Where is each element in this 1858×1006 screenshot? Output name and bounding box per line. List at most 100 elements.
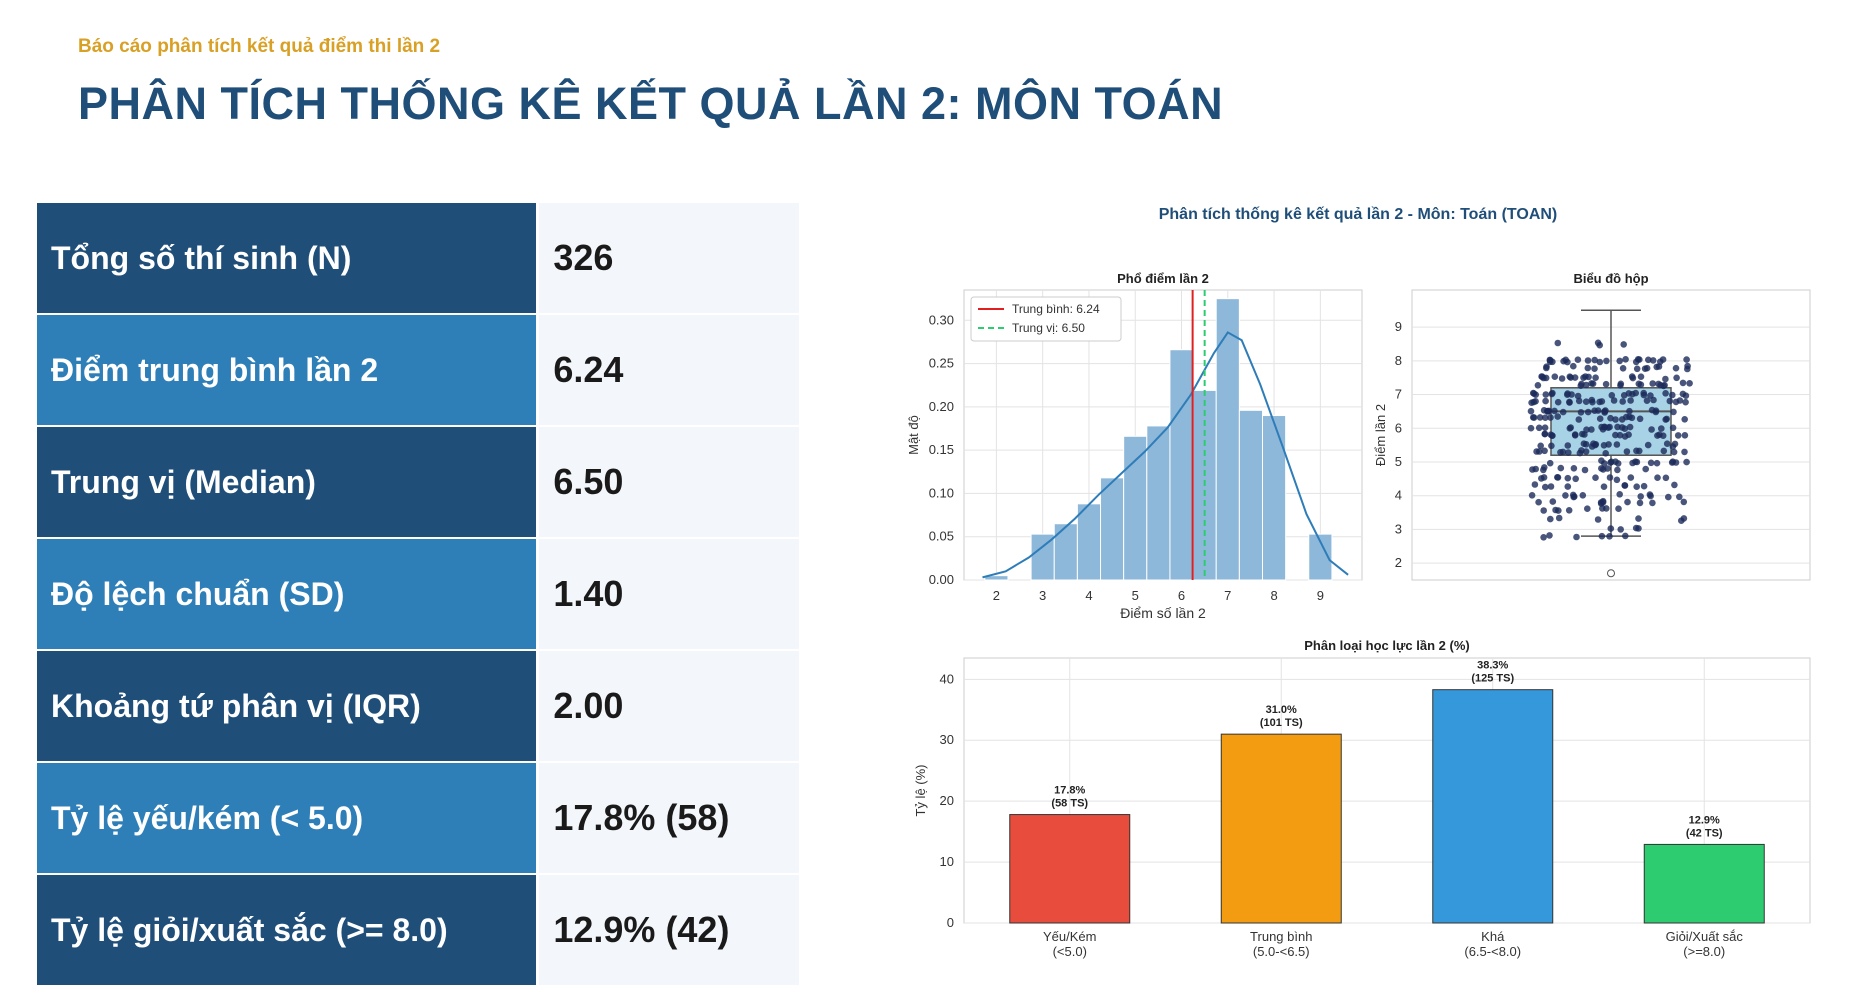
- score-point: [1653, 459, 1661, 467]
- y-tick-label: 0.00: [929, 572, 954, 587]
- score-point: [1665, 493, 1672, 501]
- x-tick-label: Khá: [1481, 929, 1505, 944]
- score-point: [1546, 459, 1554, 467]
- score-point: [1574, 392, 1582, 400]
- score-point: [1608, 458, 1615, 466]
- y-tick-label: 0.10: [929, 485, 954, 500]
- stat-label: Tổng số thí sinh (N): [37, 203, 537, 313]
- bar-value-label: 12.9%: [1689, 814, 1720, 826]
- category-y-label: Tỷ lệ (%): [913, 765, 928, 817]
- category-bar: [1643, 843, 1765, 924]
- score-point: [1615, 505, 1622, 512]
- score-point: [1636, 447, 1643, 455]
- score-point: [1602, 380, 1610, 388]
- score-point: [1622, 532, 1629, 540]
- score-point: [1610, 397, 1618, 404]
- score-point: [1575, 416, 1583, 423]
- stat-value: 12.9% (42): [539, 875, 799, 985]
- score-point: [1557, 464, 1565, 472]
- score-point: [1629, 374, 1637, 382]
- score-point: [1565, 449, 1572, 456]
- score-point: [1659, 356, 1667, 363]
- score-point: [1566, 425, 1574, 432]
- score-point: [1554, 474, 1561, 481]
- score-point: [1584, 364, 1592, 372]
- stat-row-sd: Độ lệch chuẩn (SD) 1.40: [37, 539, 799, 649]
- histogram-title: Phổ điểm lần 2: [1117, 271, 1209, 286]
- score-point: [1680, 498, 1688, 506]
- score-point: [1596, 358, 1604, 366]
- score-point: [1603, 505, 1610, 512]
- score-point: [1637, 373, 1645, 380]
- score-point: [1622, 356, 1629, 363]
- score-point: [1617, 380, 1625, 388]
- boxplot-title: Biểu đồ hộp: [1573, 271, 1648, 286]
- score-point: [1588, 396, 1596, 404]
- histogram-bar: [1169, 349, 1194, 581]
- x-tick-label: (5.0-<6.5): [1253, 944, 1310, 959]
- x-tick-label: 4: [1085, 588, 1092, 603]
- y-tick-label: 30: [940, 732, 954, 747]
- score-point: [1582, 398, 1590, 405]
- score-point: [1679, 379, 1687, 387]
- score-point: [1626, 407, 1633, 415]
- stat-label: Trung vị (Median): [37, 427, 537, 537]
- score-point: [1535, 498, 1542, 506]
- score-point: [1683, 356, 1690, 363]
- score-point: [1613, 476, 1621, 484]
- score-point: [1601, 409, 1608, 416]
- score-point: [1531, 481, 1539, 488]
- score-point: [1552, 506, 1559, 514]
- score-point: [1534, 382, 1542, 389]
- score-point: [1541, 430, 1549, 438]
- score-point: [1671, 481, 1678, 489]
- score-point: [1668, 459, 1676, 466]
- score-point: [1582, 441, 1590, 448]
- boxplot-y-label: Điểm lần 2: [1373, 404, 1388, 466]
- score-point: [1669, 391, 1676, 399]
- score-point: [1532, 391, 1539, 398]
- score-point: [1594, 516, 1602, 523]
- y-tick-label: 8: [1395, 353, 1402, 368]
- histogram-legend: [970, 296, 1122, 342]
- score-point: [1613, 441, 1621, 448]
- score-point: [1614, 466, 1621, 474]
- score-point: [1673, 374, 1680, 382]
- score-point: [1660, 447, 1668, 455]
- score-point: [1582, 448, 1590, 455]
- score-point: [1583, 426, 1590, 433]
- score-point: [1663, 440, 1671, 447]
- bar-value-label: 31.0%: [1266, 704, 1297, 716]
- y-tick-label: 5: [1395, 454, 1402, 469]
- y-tick-label: 0: [947, 915, 954, 930]
- score-point: [1616, 431, 1624, 439]
- score-point: [1548, 390, 1556, 398]
- score-point: [1570, 493, 1577, 501]
- score-point: [1682, 392, 1690, 399]
- score-point: [1684, 365, 1691, 373]
- score-point: [1571, 432, 1579, 439]
- score-point: [1649, 357, 1657, 364]
- histogram-bar: [1100, 477, 1125, 581]
- legend-mean-label: Trung bình: 6.24: [1012, 302, 1100, 316]
- score-point: [1596, 341, 1603, 349]
- stat-row-weak: Tỷ lệ yếu/kém (< 5.0) 17.8% (58): [37, 763, 799, 873]
- score-point: [1612, 416, 1619, 423]
- score-point: [1554, 413, 1561, 420]
- x-tick-label: (6.5-<8.0): [1464, 944, 1521, 959]
- score-point: [1548, 442, 1555, 450]
- x-tick-label: 7: [1224, 588, 1231, 603]
- score-point: [1596, 398, 1603, 406]
- score-point: [1554, 398, 1562, 406]
- score-point: [1648, 426, 1655, 433]
- score-point: [1662, 474, 1670, 482]
- score-point: [1636, 415, 1644, 423]
- score-point: [1573, 533, 1580, 541]
- score-point: [1570, 362, 1577, 370]
- score-point: [1617, 526, 1624, 533]
- histogram-bar: [1308, 533, 1333, 581]
- score-point: [1603, 357, 1610, 365]
- score-point: [1558, 375, 1566, 382]
- score-point: [1612, 431, 1619, 439]
- score-point: [1529, 414, 1537, 421]
